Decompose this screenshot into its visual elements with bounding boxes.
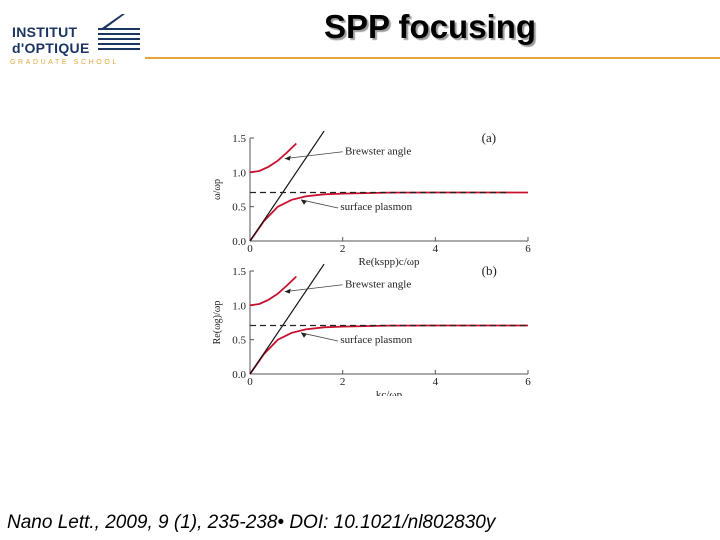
y-tick-label: 1.0 (232, 167, 246, 179)
brewster-leader (284, 284, 343, 292)
annotation-brewster: Brewster angle (345, 279, 411, 291)
slide-title: SPP focusing (323, 8, 537, 45)
x-tick-label: 2 (340, 376, 346, 388)
brewster-arrow-icon (284, 288, 291, 294)
x-tick-label: 6 (525, 243, 531, 255)
logo-line-3: GRADUATE SCHOOL (10, 59, 119, 66)
x-tick-label: 0 (247, 243, 253, 255)
series-upper (249, 142, 297, 174)
panel-label: (b) (482, 263, 497, 278)
panel-a: 0.0 0.5 1.0 1.5 0 2 4 6 Re(kspp)c/ωp ω/ωp (a) Brews… (212, 130, 531, 268)
panel-label: (a) (482, 130, 496, 145)
y-tick-label: 1.5 (232, 266, 246, 278)
x-axis-label: Re(kspp)c/ωp (358, 256, 420, 268)
series-upper (249, 275, 297, 307)
surface-plasmon-leader (300, 332, 339, 342)
y-axis-label: ω/ωp (212, 179, 223, 200)
x-tick-label: 4 (433, 376, 439, 388)
y-tick-label: 0.0 (232, 236, 246, 248)
surface-plasmon-arrow-icon (300, 199, 307, 205)
y-axis-label: Re(ωg)/ωp (212, 301, 223, 345)
y-tick-label: 0.5 (232, 335, 246, 347)
brewster-arrow-icon (284, 155, 291, 161)
panel-b: 0.0 0.5 1.0 1.5 0 2 4 6 kc/ωp Re(ωg)/ωp (b) Brewste… (212, 263, 531, 396)
brewster-leader (284, 151, 343, 159)
header-rule (145, 57, 720, 59)
annotation-surface-plasmon: surface plasmon (340, 201, 412, 213)
x-axis-label: kc/ωp (376, 389, 403, 396)
citation: Nano Lett., 2009, 9 (1), 235-238• DOI: 1… (7, 512, 496, 533)
annotation-brewster: Brewster angle (345, 146, 411, 158)
series-light-line (249, 263, 325, 375)
x-tick-label: 0 (247, 376, 253, 388)
x-tick-label: 6 (525, 376, 531, 388)
logo-line-2: d'OPTIQUE (12, 40, 90, 56)
x-tick-label: 4 (433, 243, 439, 255)
annotation-surface-plasmon: surface plasmon (340, 334, 412, 346)
series-lower (249, 191, 528, 242)
institut-optique-logo: INSTITUT d'OPTIQUE GRADUATE SCHOOL (10, 8, 145, 68)
dispersion-figure: 0.00.51.01.50 2 4 6Re(kspp)c/ωpω/ωp(a)Brews… (212, 130, 531, 396)
series-light-line (249, 130, 325, 242)
y-tick-label: 1.5 (232, 133, 246, 145)
surface-plasmon-leader (300, 199, 339, 209)
series-lower (249, 324, 528, 375)
y-tick-label: 0.0 (232, 369, 246, 381)
surface-plasmon-arrow-icon (300, 332, 307, 338)
logo-line-1: INSTITUT (12, 24, 78, 40)
y-tick-label: 0.5 (232, 202, 246, 214)
x-tick-label: 2 (340, 243, 346, 255)
logo-stripes-icon (98, 14, 140, 50)
y-tick-label: 1.0 (232, 300, 246, 312)
